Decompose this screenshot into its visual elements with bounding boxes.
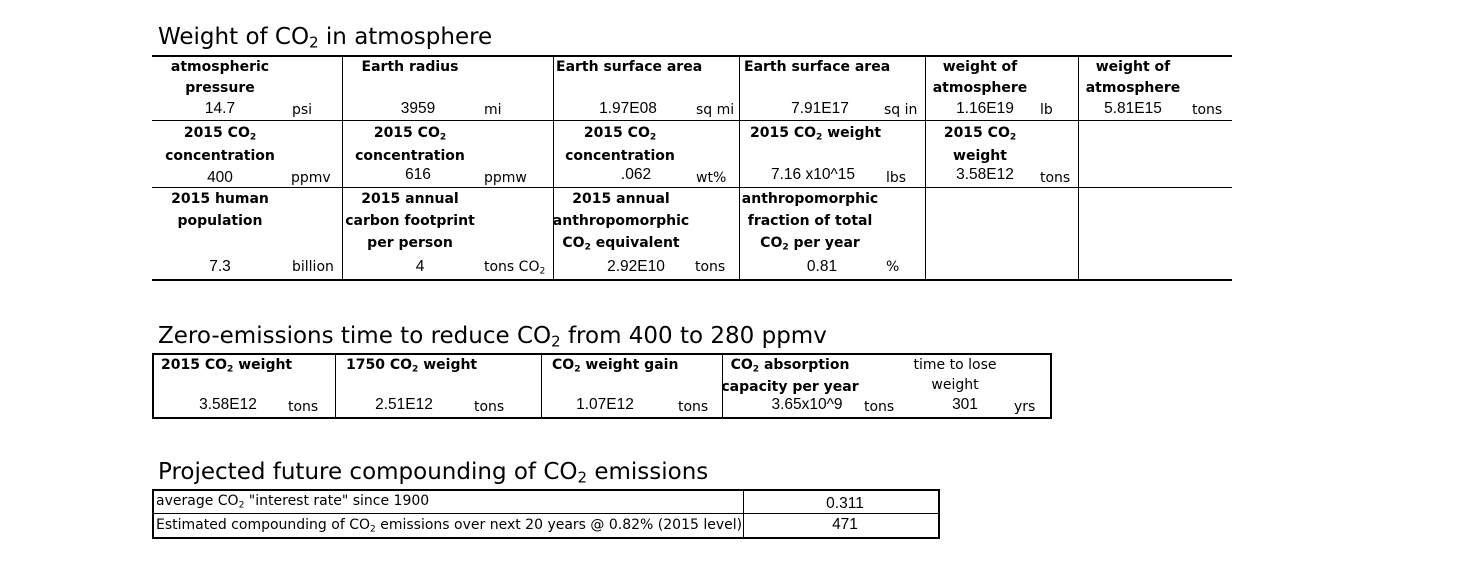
cell-value: 1.97E08 — [599, 100, 657, 117]
cell-header: concentration — [355, 148, 465, 164]
cell-header: Earth surface area — [556, 59, 703, 75]
cell-value: 616 — [405, 166, 431, 183]
cell-value: 5.81E15 — [1104, 100, 1162, 117]
cell-unit: mi — [484, 102, 502, 118]
row-value: 0.311 — [826, 495, 864, 512]
cell-unit: tons — [864, 399, 895, 415]
zero-emissions-table — [152, 353, 1052, 419]
cell-value: 1.16E19 — [956, 100, 1014, 117]
section-title-co2-weight: Weight of CO2 in atmosphere — [158, 24, 493, 52]
table-border-top — [152, 55, 1232, 57]
cell-header: CO2 weight gain — [552, 357, 679, 375]
row-label: average CO2 "interest rate" since 1900 — [156, 493, 430, 511]
column-divider — [342, 55, 343, 280]
cell-unit: yrs — [1014, 399, 1036, 415]
cell-header: 1750 CO2 weight — [346, 357, 478, 375]
compounding-table — [152, 489, 940, 539]
cell-value: 2.92E10 — [607, 258, 665, 275]
cell-header: pressure — [185, 80, 255, 96]
cell-header: population — [177, 213, 263, 229]
cell-header: weight of — [942, 59, 1018, 75]
cell-unit: tons CO2 — [484, 259, 546, 277]
cell-header: 2015 CO2 weight — [750, 125, 882, 143]
cell-header: CO2 per year — [760, 235, 860, 253]
cell-header: anthropomorphic — [741, 191, 879, 207]
cell-value: .062 — [620, 166, 652, 183]
section-title-compounding: Projected future compounding of CO2 emis… — [158, 459, 709, 487]
cell-unit: tons — [474, 399, 505, 415]
cell-value: 3959 — [400, 100, 436, 117]
cell-header: atmosphere — [1085, 80, 1181, 96]
cell-header: 2015 annual — [572, 191, 670, 207]
cell-header: 2015 human — [171, 191, 269, 207]
cell-header: per person — [367, 235, 453, 251]
cell-header: 2015 CO2 — [943, 125, 1017, 143]
cell-header: weight — [931, 377, 979, 393]
cell-header: weight of — [1095, 59, 1171, 75]
row-value: 471 — [832, 516, 858, 533]
cell-value: 301 — [952, 396, 978, 413]
column-divider — [553, 55, 554, 280]
cell-unit: tons — [678, 399, 709, 415]
cell-header: carbon footprint — [345, 213, 475, 229]
cell-header: Earth surface area — [744, 59, 891, 75]
cell-unit: wt% — [696, 170, 727, 186]
cell-unit: tons — [695, 259, 726, 275]
cell-header: Earth radius — [361, 59, 459, 75]
cell-header: concentration — [565, 148, 675, 164]
cell-unit: tons — [1040, 170, 1071, 186]
cell-header: CO2 absorption — [730, 357, 850, 375]
table-border-bottom — [152, 279, 1232, 281]
cell-unit: sq in — [884, 102, 918, 118]
cell-header: capacity per year — [721, 379, 859, 395]
cell-header: concentration — [165, 148, 275, 164]
cell-value: 400 — [207, 169, 233, 186]
section-title-zero-emissions: Zero-emissions time to reduce CO2 from 4… — [158, 323, 827, 351]
cell-unit: tons — [288, 399, 319, 415]
cell-value: 7.16 x10^15 — [771, 166, 855, 183]
cell-value: 7.3 — [209, 258, 231, 275]
column-divider — [335, 353, 336, 419]
cell-header: anthropomorphic — [552, 213, 690, 229]
cell-unit: psi — [292, 102, 313, 118]
cell-unit: sq mi — [696, 102, 735, 118]
row-divider — [152, 120, 1232, 121]
cell-header: weight — [953, 148, 1007, 164]
cell-unit: ppmw — [484, 170, 527, 186]
column-divider — [541, 353, 542, 419]
column-divider — [743, 489, 744, 539]
row-divider — [152, 513, 940, 514]
cell-unit: lbs — [886, 170, 907, 186]
column-divider — [739, 55, 740, 280]
cell-header: 2015 CO2 — [583, 125, 657, 143]
cell-unit: billion — [292, 259, 334, 275]
cell-value: 3.65x10^9 — [771, 396, 843, 413]
cell-value: 7.91E17 — [791, 100, 849, 117]
cell-value: 14.7 — [204, 100, 236, 117]
cell-value: 0.81 — [806, 258, 838, 275]
cell-value: 1.07E12 — [576, 396, 634, 413]
cell-header: 2015 CO2 — [373, 125, 447, 143]
cell-value: 2.51E12 — [375, 396, 433, 413]
column-divider — [1078, 55, 1079, 280]
cell-unit: lb — [1040, 102, 1053, 118]
cell-header: 2015 CO2 — [183, 125, 257, 143]
cell-unit: ppmv — [291, 170, 331, 186]
cell-value: 4 — [415, 258, 425, 275]
cell-header: 2015 annual — [361, 191, 459, 207]
cell-unit: % — [886, 259, 900, 275]
cell-header: atmosphere — [932, 80, 1028, 96]
cell-header: atmospheric — [170, 59, 270, 75]
cell-value: 3.58E12 — [199, 396, 257, 413]
cell-unit: tons — [1192, 102, 1223, 118]
cell-value: 3.58E12 — [956, 166, 1014, 183]
row-divider — [152, 187, 1232, 188]
row-label: Estimated compounding of CO2 emissions o… — [156, 517, 743, 535]
cell-header: CO2 equivalent — [562, 235, 680, 253]
column-divider — [722, 353, 723, 419]
column-divider — [925, 55, 926, 280]
cell-header: 2015 CO2 weight — [161, 357, 293, 375]
cell-header: time to lose — [913, 357, 997, 373]
cell-header: fraction of total — [747, 213, 873, 229]
